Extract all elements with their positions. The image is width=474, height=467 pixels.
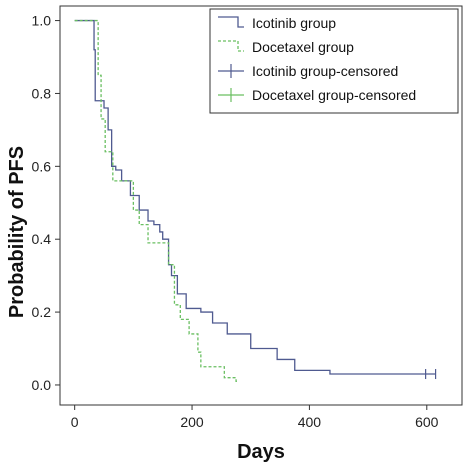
x-tick-label: 0 [71,414,79,430]
y-tick-label: 1.0 [32,13,52,29]
series-lines [74,19,436,382]
y-tick-label: 0.4 [32,231,52,247]
x-tick-label: 200 [180,414,204,430]
axis-ticks: 0 200 400 600 0.0 0.2 0.4 0.6 0.8 1.0 [32,13,439,430]
plot-border [59,5,463,406]
y-axis-title: Probability of PFS [6,146,28,318]
plot-frame [59,5,463,406]
legend-label: Icotinib group-censored [252,63,398,79]
y-tick-label: 0.8 [32,85,52,101]
legend: Icotinib group Docetaxel group Icotinib gr… [209,8,459,114]
legend-label: Icotinib group [252,15,336,31]
y-tick-label: 0.2 [32,304,52,320]
legend-swatch-line [218,40,244,52]
series-line-icotinib-group [74,19,436,375]
y-tick-label: 0.6 [32,158,52,174]
censor-marks [425,369,437,380]
y-tick-label: 0.0 [32,377,52,393]
x-tick-label: 400 [298,414,322,430]
x-tick-label: 600 [415,414,439,430]
x-axis-title: Days [237,441,285,463]
legend-label: Docetaxel group [252,39,354,55]
legend-swatch-line [218,16,244,28]
legend-box [209,8,459,114]
legend-label: Docetaxel group-censored [252,87,416,103]
series-line-docetaxel-group [74,19,238,382]
